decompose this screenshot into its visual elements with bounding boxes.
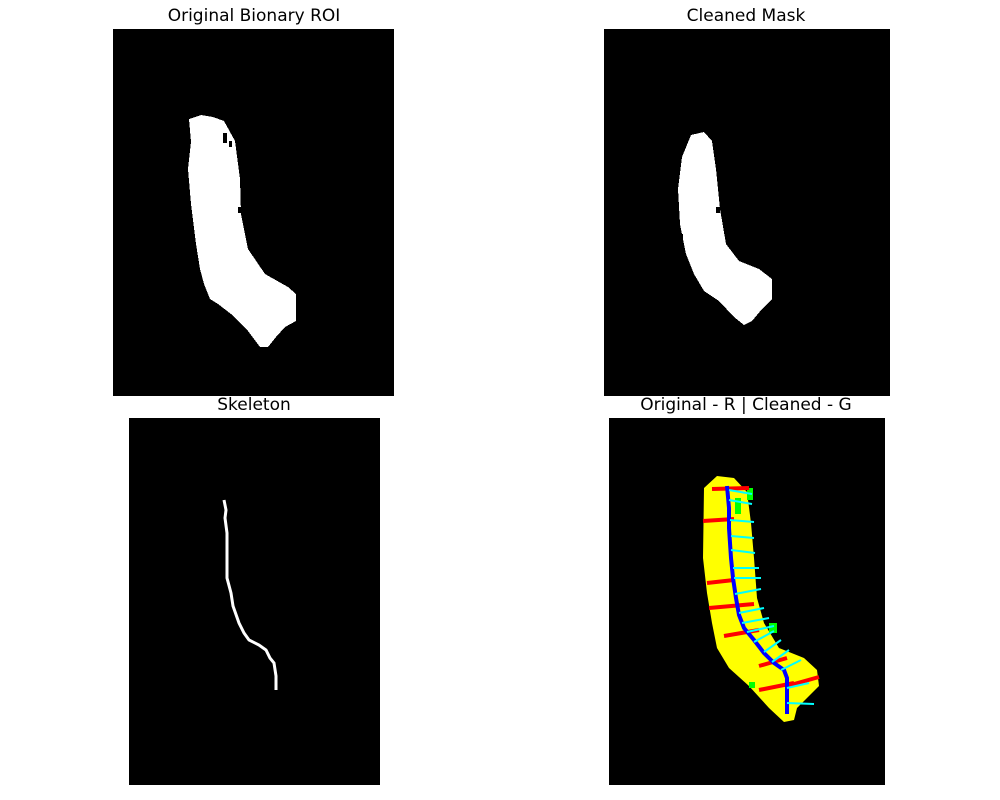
- overlay-plot: [702, 476, 820, 722]
- cleaned-mask-image: [604, 29, 890, 396]
- panel-title-overlay: Original - R | Cleaned - G: [640, 395, 852, 415]
- overlay-image: [609, 418, 885, 785]
- cleaned-mask-shape: [678, 132, 772, 325]
- original-roi-mask: [188, 115, 296, 347]
- panel-title-original: Original Bionary ROI: [167, 6, 341, 26]
- skeleton-line: [222, 499, 278, 690]
- original-roi-image: [113, 29, 394, 396]
- panel-title-skeleton: Skeleton: [217, 395, 291, 415]
- panel-title-cleaned: Cleaned Mask: [686, 6, 806, 26]
- skeleton-image: [129, 418, 380, 785]
